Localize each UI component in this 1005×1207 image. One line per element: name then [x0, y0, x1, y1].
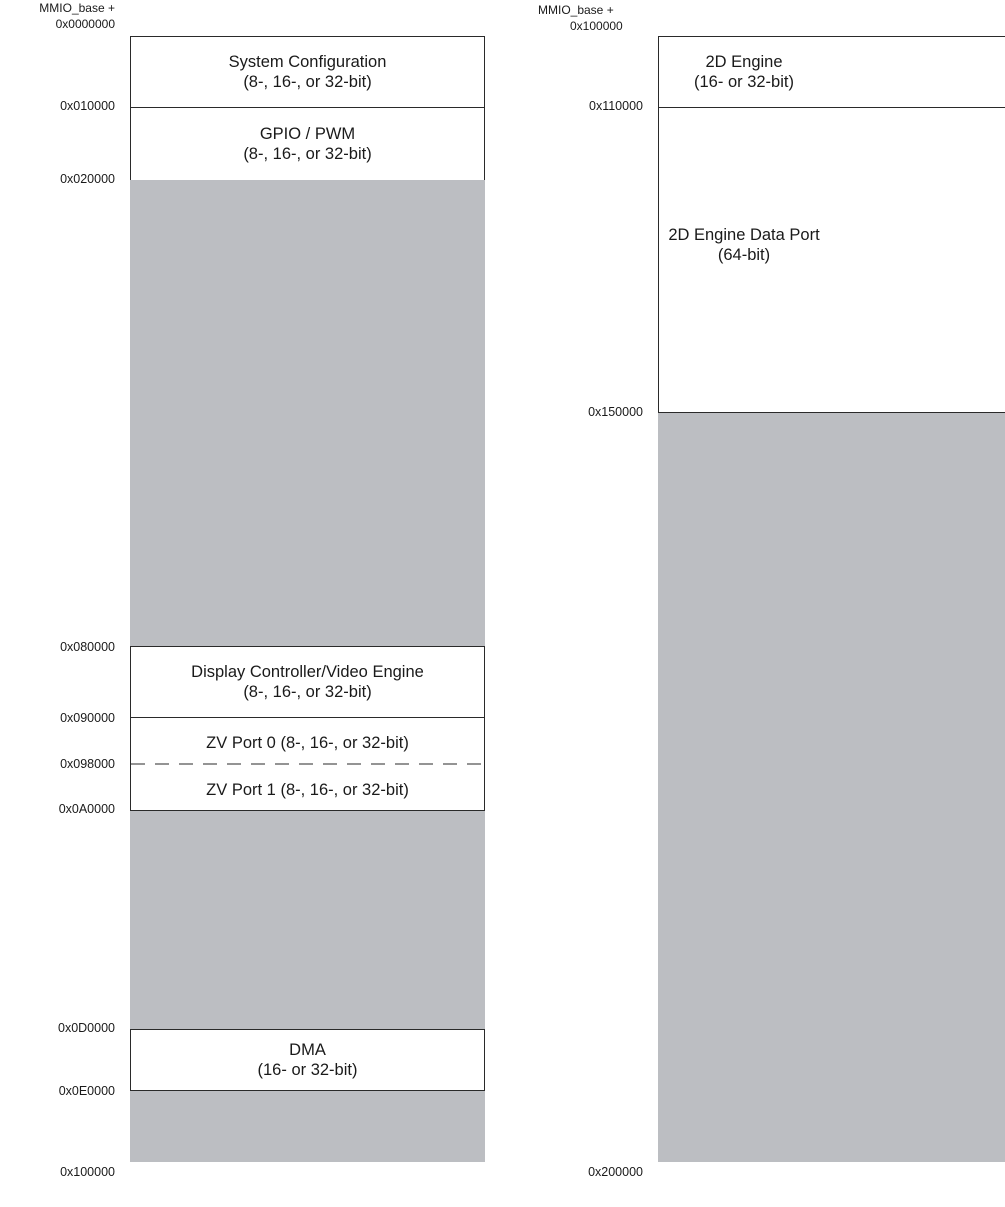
- region-reserved-3: [130, 1091, 485, 1162]
- zv-port-1-label: ZV Port 1 (8-, 16-, or 32-bit): [206, 781, 409, 799]
- gpio-pwm-width: (8-, 16-, or 32-bit): [243, 145, 372, 163]
- 2d-engine-width: (16- or 32-bit): [694, 73, 794, 91]
- 2d-engine-label: 2D Engine: [705, 53, 783, 71]
- right-header-base-label: MMIO_base +: [538, 3, 614, 17]
- address-label: 0x098000: [60, 757, 115, 771]
- region-reserved-4: [658, 413, 1005, 1162]
- region-reserved-2: [130, 811, 485, 1029]
- region-display-controller: Display Controller/Video Engine (8-, 16-…: [130, 646, 485, 718]
- system-configuration-label: System Configuration: [228, 53, 387, 71]
- display-controller-label: Display Controller/Video Engine: [191, 663, 424, 681]
- zv-port-dashed-divider: [131, 763, 484, 765]
- address-label: 0x100000: [60, 1165, 115, 1179]
- address-label: 0x020000: [60, 172, 115, 186]
- address-label: 0x0A0000: [58, 802, 115, 816]
- region-2d-engine-data-port: 2D Engine Data Port (64-bit): [658, 107, 1005, 413]
- address-label: 0x080000: [60, 640, 115, 654]
- gpio-pwm-label: GPIO / PWM: [259, 125, 356, 143]
- address-label: 0x010000: [60, 99, 115, 113]
- address-label: 0x090000: [60, 711, 115, 725]
- dma-width: (16- or 32-bit): [257, 1061, 358, 1079]
- region-2d-engine: 2D Engine (16- or 32-bit): [658, 36, 1005, 108]
- region-gpio-pwm: GPIO / PWM (8-, 16-, or 32-bit): [130, 107, 485, 180]
- left-header-base-address: 0x0000000: [55, 17, 115, 31]
- address-label: 0x110000: [589, 99, 643, 113]
- address-label: 0x200000: [588, 1165, 643, 1179]
- right-header-base-address: 0x100000: [570, 19, 623, 33]
- 2d-engine-data-port-width: (64-bit): [717, 246, 771, 264]
- region-system-configuration: System Configuration (8-, 16-, or 32-bit…: [130, 36, 485, 108]
- address-label: 0x0D0000: [58, 1021, 115, 1035]
- left-header-base-label: MMIO_base +: [39, 1, 115, 15]
- address-label: 0x150000: [588, 405, 643, 419]
- zv-port-0-label: ZV Port 0 (8-, 16-, or 32-bit): [206, 734, 409, 752]
- left-map-header: MMIO_base + 0x0000000: [10, 0, 115, 32]
- dma-label: DMA: [289, 1041, 326, 1059]
- right-map-header: MMIO_base + 0x100000: [538, 2, 643, 34]
- region-reserved-1: [130, 180, 485, 646]
- display-controller-width: (8-, 16-, or 32-bit): [243, 683, 372, 701]
- 2d-engine-data-port-label: 2D Engine Data Port: [668, 226, 820, 244]
- address-label: 0x0E0000: [58, 1084, 115, 1098]
- region-dma: DMA (16- or 32-bit): [130, 1029, 485, 1091]
- system-configuration-width: (8-, 16-, or 32-bit): [243, 73, 372, 91]
